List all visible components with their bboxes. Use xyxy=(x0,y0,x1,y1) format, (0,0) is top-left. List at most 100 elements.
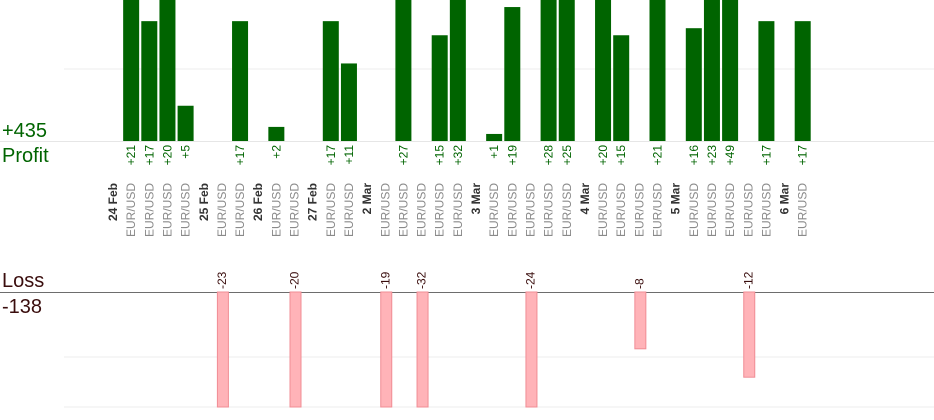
pair-label: EUR/USD xyxy=(378,183,392,237)
pair-label: EUR/USD xyxy=(233,183,247,237)
date-label: 2 Mar xyxy=(360,183,374,215)
pair-label: EUR/USD xyxy=(433,183,447,237)
pair-label: EUR/USD xyxy=(451,183,465,237)
pair-label: EUR/USD xyxy=(215,183,229,237)
profit-bar xyxy=(703,0,720,141)
pair-label: EUR/USD xyxy=(124,183,138,237)
pair-label: EUR/USD xyxy=(542,183,556,237)
loss-label: Loss xyxy=(2,270,45,292)
profit-bar xyxy=(431,35,448,141)
loss-value-label: -23 xyxy=(215,271,229,289)
profit-value-label: +2 xyxy=(269,145,283,159)
profit-bar xyxy=(340,63,357,142)
profit-value-label: +20 xyxy=(596,145,610,166)
loss-value-label: -19 xyxy=(378,271,392,289)
profit-bar xyxy=(159,0,176,141)
loss-value-label: -24 xyxy=(523,271,537,289)
pair-label: EUR/USD xyxy=(487,183,501,237)
pair-label: EUR/USD xyxy=(759,183,773,237)
profit-value-label: +1 xyxy=(487,145,501,159)
date-label: 24 Feb xyxy=(106,183,120,221)
profit-bar xyxy=(794,21,811,141)
pair-label: EUR/USD xyxy=(614,183,628,237)
profit-value-label: +5 xyxy=(179,145,193,159)
profit-bar xyxy=(486,133,503,141)
profit-bar xyxy=(613,35,630,141)
profit-bar xyxy=(268,126,285,141)
profit-bar xyxy=(232,21,249,141)
profit-value-label: +16 xyxy=(687,145,701,166)
profit-bar xyxy=(649,0,666,141)
profit-value-label: +15 xyxy=(614,145,628,166)
pair-label: EUR/USD xyxy=(796,183,810,237)
date-label: 25 Feb xyxy=(197,183,211,221)
pair-label: EUR/USD xyxy=(342,183,356,237)
profit-bar xyxy=(449,0,466,141)
loss-bar xyxy=(525,291,538,408)
loss-bar xyxy=(634,291,647,350)
loss-bar xyxy=(416,291,429,408)
loss-value-label: -20 xyxy=(288,271,302,289)
pair-label: EUR/USD xyxy=(523,183,537,237)
loss-total: -138 xyxy=(2,296,43,318)
pair-label: EUR/USD xyxy=(160,183,174,237)
profit-bar xyxy=(722,0,739,141)
profit-value-label: +11 xyxy=(342,145,356,165)
loss-bar xyxy=(216,291,229,408)
pair-label: EUR/USD xyxy=(288,183,302,237)
pair-label: EUR/USD xyxy=(596,183,610,237)
profit-value-label: +28 xyxy=(542,145,556,166)
pair-label: EUR/USD xyxy=(632,183,646,237)
profit-value-label: +17 xyxy=(759,145,773,166)
profit-value-label: +15 xyxy=(433,145,447,166)
profit-bar xyxy=(540,0,557,141)
profit-value-label: +20 xyxy=(160,145,174,166)
pair-label: EUR/USD xyxy=(687,183,701,237)
date-label: 5 Mar xyxy=(669,183,683,215)
profit-value-label: +23 xyxy=(705,145,719,166)
date-label: 27 Feb xyxy=(306,183,320,221)
pair-label: EUR/USD xyxy=(179,183,193,237)
profit-value-label: +49 xyxy=(723,145,737,166)
profit-value-label: +21 xyxy=(651,145,665,166)
profit-bar xyxy=(558,0,575,141)
loss-bar xyxy=(380,291,393,408)
pair-label: EUR/USD xyxy=(415,183,429,237)
profit-value-label: +19 xyxy=(505,145,519,166)
pair-label: EUR/USD xyxy=(142,183,156,237)
pair-label: EUR/USD xyxy=(269,183,283,237)
profit-bar xyxy=(123,0,140,141)
profit-bar xyxy=(177,105,194,141)
loss-value-label: -32 xyxy=(415,271,429,289)
date-label: 3 Mar xyxy=(469,183,483,215)
profit-value-label: +32 xyxy=(451,145,465,166)
profit-bar xyxy=(595,0,612,141)
profit-bar xyxy=(685,28,702,142)
profit-value-label: +17 xyxy=(233,145,247,166)
pair-label: EUR/USD xyxy=(505,183,519,237)
pair-label: EUR/USD xyxy=(741,183,755,237)
pair-label: EUR/USD xyxy=(723,183,737,237)
loss-value-label: -12 xyxy=(741,271,755,289)
pair-label: EUR/USD xyxy=(560,183,574,237)
profit-bar xyxy=(395,0,412,141)
pair-label: EUR/USD xyxy=(651,183,665,237)
pair-label: EUR/USD xyxy=(705,183,719,237)
profit-label: Profit xyxy=(2,145,49,167)
profit-value-label: +25 xyxy=(560,145,574,166)
pair-label: EUR/USD xyxy=(324,183,338,237)
profit-value-label: +17 xyxy=(796,145,810,166)
loss-value-label: -8 xyxy=(632,278,646,289)
loss-bar xyxy=(743,291,756,378)
date-label: 4 Mar xyxy=(578,183,592,215)
profit-total: +435 xyxy=(2,120,48,142)
profit-value-label: +27 xyxy=(396,145,410,166)
profit-bar xyxy=(141,21,158,141)
pair-label: EUR/USD xyxy=(396,183,410,237)
profit-value-label: +17 xyxy=(324,145,338,166)
profit-bar xyxy=(322,21,339,141)
date-label: 26 Feb xyxy=(251,183,265,221)
date-label: 6 Mar xyxy=(778,183,792,215)
loss-bar xyxy=(289,291,302,408)
